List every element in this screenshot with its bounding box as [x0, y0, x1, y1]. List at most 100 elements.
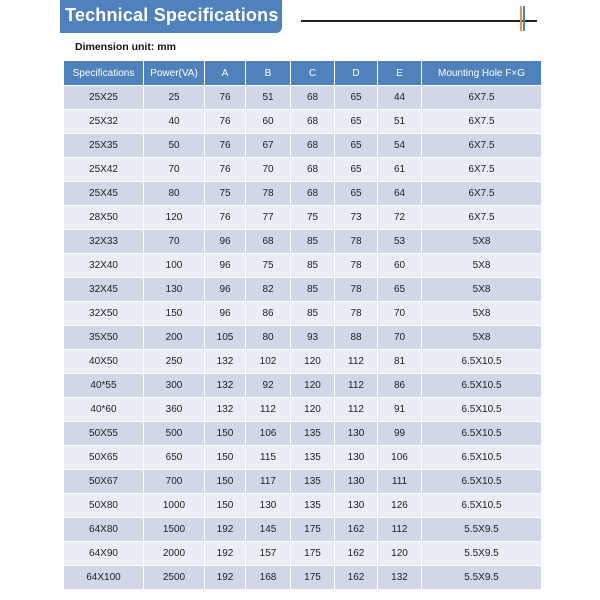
table-cell: 192: [204, 517, 246, 542]
column-header: B: [245, 60, 291, 86]
table-cell: 2000: [143, 541, 205, 566]
table-cell: 130: [334, 445, 378, 470]
table-cell: 78: [334, 301, 378, 326]
table-row: 32X40 100 96 75 85 78 60 5X8: [63, 253, 542, 278]
column-header: Mounting Hole F×G: [421, 60, 542, 86]
table-cell: 105: [204, 325, 246, 350]
table-cell: 6.5X10.5: [421, 493, 542, 518]
table-cell: 50X67: [63, 469, 144, 494]
table-cell: 102: [245, 349, 291, 374]
table-cell: 5.5X9.5: [421, 517, 542, 542]
table-cell: 157: [245, 541, 291, 566]
table-cell: 64X100: [63, 565, 144, 590]
table-cell: 1500: [143, 517, 205, 542]
table-cell: 175: [290, 541, 335, 566]
table-row: 25X25 25 76 51 68 65 44 6X7.5: [63, 85, 542, 110]
table-cell: 50: [143, 133, 205, 158]
specifications-table: Specifications Power(VA) A B C D E Mounting Hol…: [63, 60, 542, 590]
table-row: 25X45 80 75 78 68 65 64 6X7.5: [63, 181, 542, 206]
table-cell: 76: [204, 109, 246, 134]
table-cell: 50X55: [63, 421, 144, 446]
table-cell: 132: [377, 565, 422, 590]
column-header: Power(VA): [143, 60, 205, 86]
table-cell: 5.5X9.5: [421, 541, 542, 566]
table-cell: 53: [377, 229, 422, 254]
table-cell: 6.5X10.5: [421, 421, 542, 446]
table-cell: 6X7.5: [421, 133, 542, 158]
table-cell: 75: [245, 253, 291, 278]
table-cell: 68: [290, 181, 335, 206]
column-header: E: [377, 60, 422, 86]
table-cell: 120: [290, 349, 335, 374]
table-cell: 70: [143, 229, 205, 254]
table-cell: 70: [377, 301, 422, 326]
column-header: D: [334, 60, 378, 86]
table-cell: 68: [290, 109, 335, 134]
table-cell: 6X7.5: [421, 109, 542, 134]
table-row: 40*60 360 132 112 120 112 91 6.5X10.5: [63, 397, 542, 422]
table-cell: 72: [377, 205, 422, 230]
table-cell: 96: [204, 301, 246, 326]
table-cell: 25X32: [63, 109, 144, 134]
decorative-bar-orange: [520, 6, 522, 31]
table-cell: 700: [143, 469, 205, 494]
table-cell: 68: [290, 85, 335, 110]
decorative-bar-blue: [523, 6, 525, 31]
table-cell: 192: [204, 541, 246, 566]
table-cell: 132: [204, 349, 246, 374]
table-cell: 132: [204, 397, 246, 422]
table-cell: 150: [204, 493, 246, 518]
table-cell: 40: [143, 109, 205, 134]
table-row: 64X100 2500 192 168 175 162 132 5.5X9.5: [63, 565, 542, 590]
table-cell: 85: [290, 277, 335, 302]
table-cell: 40*55: [63, 373, 144, 398]
table-cell: 32X33: [63, 229, 144, 254]
table-cell: 5X8: [421, 301, 542, 326]
table-cell: 78: [334, 253, 378, 278]
table-cell: 112: [334, 397, 378, 422]
table-row: 50X67 700 150 117 135 130 111 6.5X10.5: [63, 469, 542, 494]
table-cell: 126: [377, 493, 422, 518]
table-cell: 112: [334, 349, 378, 374]
table-cell: 78: [334, 229, 378, 254]
table-cell: 32X45: [63, 277, 144, 302]
table-cell: 60: [377, 253, 422, 278]
table-cell: 500: [143, 421, 205, 446]
table-cell: 70: [377, 325, 422, 350]
table-cell: 54: [377, 133, 422, 158]
table-cell: 96: [204, 277, 246, 302]
table-cell: 50X65: [63, 445, 144, 470]
table-cell: 250: [143, 349, 205, 374]
table-cell: 145: [245, 517, 291, 542]
table-row: 64X80 1500 192 145 175 162 112 5.5X9.5: [63, 517, 542, 542]
table-cell: 93: [290, 325, 335, 350]
table-cell: 92: [245, 373, 291, 398]
table-cell: 25X45: [63, 181, 144, 206]
table-cell: 99: [377, 421, 422, 446]
table-cell: 85: [290, 301, 335, 326]
table-cell: 175: [290, 565, 335, 590]
column-header: A: [204, 60, 246, 86]
table-cell: 65: [334, 85, 378, 110]
table-cell: 78: [334, 277, 378, 302]
table-cell: 28X50: [63, 205, 144, 230]
table-cell: 6X7.5: [421, 85, 542, 110]
table-cell: 65: [334, 133, 378, 158]
table-cell: 67: [245, 133, 291, 158]
table-cell: 120: [290, 373, 335, 398]
table-cell: 64: [377, 181, 422, 206]
table-cell: 5X8: [421, 277, 542, 302]
table-cell: 44: [377, 85, 422, 110]
table-cell: 85: [290, 253, 335, 278]
table-cell: 40*60: [63, 397, 144, 422]
table-cell: 5X8: [421, 325, 542, 350]
table-cell: 86: [245, 301, 291, 326]
table-cell: 6X7.5: [421, 157, 542, 182]
table-cell: 132: [204, 373, 246, 398]
table-cell: 70: [245, 157, 291, 182]
table-row: 50X80 1000 150 130 135 130 126 6.5X10.5: [63, 493, 542, 518]
table-cell: 75: [290, 205, 335, 230]
table-row: 25X35 50 76 67 68 65 54 6X7.5: [63, 133, 542, 158]
table-cell: 77: [245, 205, 291, 230]
table-cell: 120: [290, 397, 335, 422]
